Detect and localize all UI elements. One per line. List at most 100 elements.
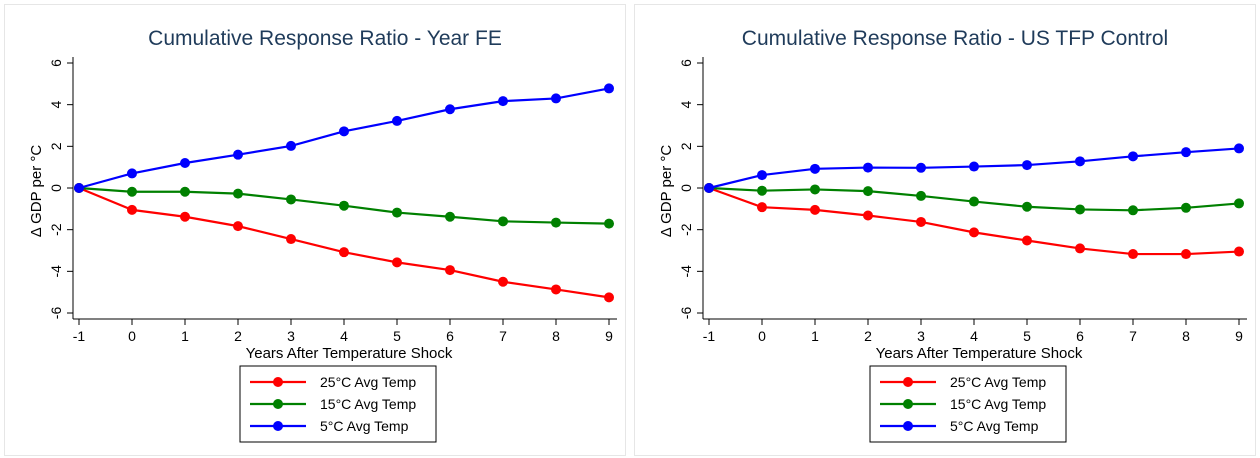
data-point [180, 211, 190, 222]
data-point [757, 202, 767, 213]
data-point [1181, 147, 1191, 158]
data-point [286, 140, 296, 151]
data-point [1075, 204, 1085, 215]
data-point [1234, 198, 1244, 209]
legend-marker [273, 399, 283, 409]
x-tick-label: 2 [234, 328, 242, 344]
y-tick-label: -6 [48, 307, 64, 320]
x-axis-label: Years After Temperature Shock [876, 345, 1083, 362]
y-tick-label: 0 [48, 184, 64, 192]
data-point [810, 184, 820, 195]
chart-title: Cumulative Response Ratio - Year FE [148, 27, 502, 50]
chart-panel-year-fe: Cumulative Response Ratio - Year FE -6 -4 -… [4, 4, 626, 456]
y-tick-label: -4 [678, 265, 694, 278]
legend-label: 15°C Avg Temp [320, 396, 416, 412]
data-point [445, 104, 455, 115]
x-tick-label: -1 [703, 328, 716, 344]
data-point [969, 196, 979, 207]
data-point [392, 207, 402, 218]
data-point [233, 149, 243, 160]
legend-marker [273, 377, 283, 387]
data-point [180, 158, 190, 168]
data-point [286, 234, 296, 245]
y-tick-label: 2 [678, 142, 694, 150]
x-tick-label: 4 [970, 328, 978, 344]
data-point [1181, 202, 1191, 213]
y-tick-label: -2 [48, 223, 64, 236]
x-tick-label: 1 [181, 328, 189, 344]
legend-label: 15°C Avg Temp [950, 396, 1046, 412]
legend-label: 5°C Avg Temp [320, 418, 409, 434]
data-point [863, 186, 873, 197]
y-tick-label: 2 [48, 142, 64, 150]
data-point [180, 186, 190, 197]
data-point [1022, 160, 1032, 171]
data-point [233, 221, 243, 232]
data-point [445, 265, 455, 276]
data-point [916, 162, 926, 173]
data-point [74, 183, 84, 193]
x-axis-label: Years After Temperature Shock [246, 345, 453, 362]
data-point [969, 227, 979, 238]
x-tick-label: -1 [73, 328, 86, 344]
data-point [286, 194, 296, 205]
data-point [1075, 243, 1085, 254]
series-line [78, 87, 610, 190]
y-tick-label: 4 [48, 101, 64, 109]
data-point [498, 276, 508, 287]
y-axis-label: Δ GDP per °C [28, 145, 45, 238]
data-point [1234, 246, 1244, 257]
data-point [127, 204, 137, 215]
legend-marker [903, 377, 913, 387]
chart-us-tfp-control: Cumulative Response Ratio - US TFP Contr… [658, 27, 1247, 443]
data-point [604, 83, 614, 94]
data-point [1234, 143, 1244, 154]
data-point [757, 170, 767, 181]
legend-label: 5°C Avg Temp [950, 418, 1039, 434]
y-tick-label: -6 [678, 307, 694, 320]
x-tick-label: 9 [1235, 328, 1243, 344]
data-point [392, 257, 402, 268]
chart-title: Cumulative Response Ratio - US TFP Contr… [742, 27, 1168, 50]
data-point [498, 216, 508, 227]
data-point [339, 247, 349, 258]
data-point [1128, 151, 1138, 162]
x-tick-label: 8 [552, 328, 560, 344]
data-point [1022, 201, 1032, 212]
data-point [1075, 156, 1085, 167]
y-axis-label: Δ GDP per °C [658, 145, 675, 238]
data-point [604, 218, 614, 229]
data-point [863, 162, 873, 173]
x-tick-label: 0 [128, 328, 136, 344]
legend-marker [903, 421, 913, 431]
x-tick-label: 4 [340, 328, 348, 344]
x-tick-label: 7 [1129, 328, 1137, 344]
y-tick-label: 6 [678, 59, 694, 67]
x-tick-label: 8 [1182, 328, 1190, 344]
legend-marker [903, 399, 913, 409]
data-point [1181, 249, 1191, 260]
chart-year-fe: Cumulative Response Ratio - Year FE -6 -4 -… [28, 27, 617, 443]
y-tick-label: 6 [48, 59, 64, 67]
data-point [551, 217, 561, 228]
x-tick-label: 7 [499, 328, 507, 344]
data-point [127, 168, 137, 179]
legend-label: 25°C Avg Temp [950, 374, 1046, 390]
x-tick-label: 6 [1076, 328, 1084, 344]
chart-panel-us-tfp-control: Cumulative Response Ratio - US TFP Contr… [634, 4, 1256, 456]
data-point [969, 161, 979, 172]
data-point [1128, 249, 1138, 260]
x-tick-label: 0 [758, 328, 766, 344]
data-point [810, 163, 820, 174]
data-point [916, 190, 926, 201]
data-point [233, 188, 243, 199]
data-point [604, 292, 614, 303]
x-tick-label: 5 [393, 328, 401, 344]
y-tick-label: -4 [48, 265, 64, 278]
data-point [916, 216, 926, 227]
x-tick-label: 1 [811, 328, 819, 344]
data-point [498, 96, 508, 107]
y-tick-label: 4 [678, 101, 694, 109]
legend-label: 25°C Avg Temp [320, 374, 416, 390]
legend-marker [273, 421, 283, 431]
